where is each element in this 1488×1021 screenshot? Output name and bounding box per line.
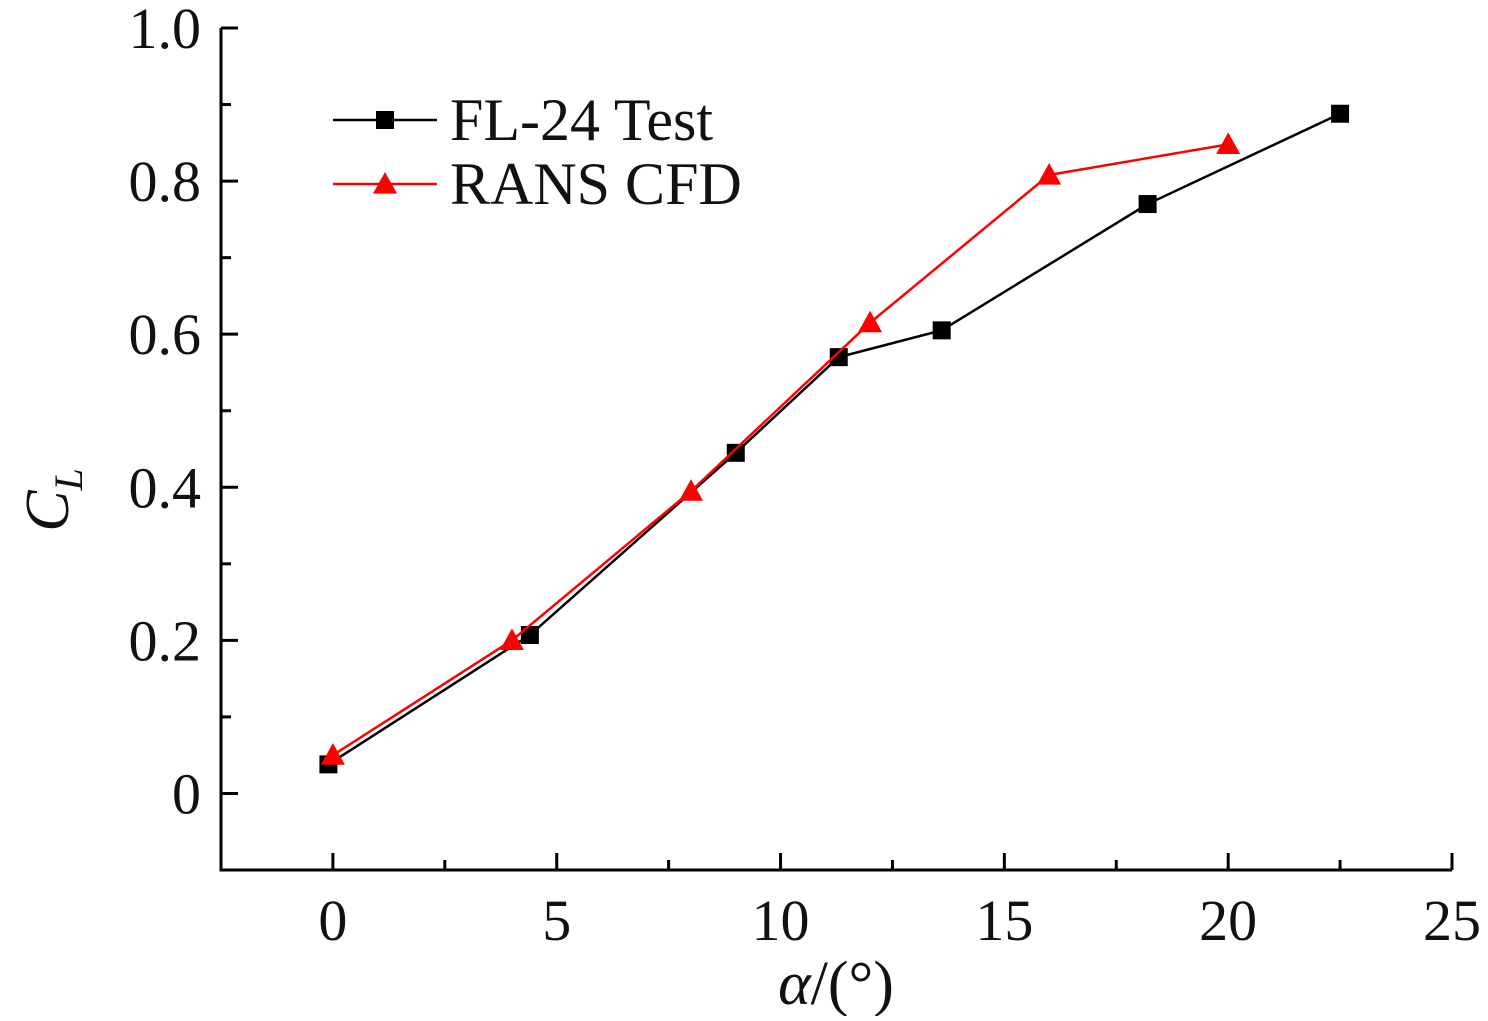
x-axis-title-symbol: α bbox=[778, 950, 812, 1016]
y-tick-label: 0.6 bbox=[129, 302, 202, 367]
data-point-rans-cfd bbox=[500, 628, 524, 650]
y-axis-title-subscript: L bbox=[46, 468, 91, 491]
x-axis-title: α/(°) bbox=[778, 950, 894, 1016]
y-tick-label: 0.8 bbox=[129, 149, 202, 214]
x-tick-label: 25 bbox=[1423, 888, 1481, 953]
y-axis-title-main: C bbox=[14, 490, 82, 532]
legend-label-rans-cfd: RANS CFD bbox=[450, 151, 742, 217]
x-tick-label: 15 bbox=[975, 888, 1033, 953]
x-tick-label: 0 bbox=[318, 888, 347, 953]
data-point-fl-24-test bbox=[1139, 195, 1157, 213]
y-tick-label: 0.4 bbox=[129, 455, 202, 520]
data-point-fl-24-test bbox=[1331, 105, 1349, 123]
data-point-fl-24-test bbox=[727, 444, 745, 462]
data-point-rans-cfd bbox=[321, 743, 345, 765]
data-point-fl-24-test bbox=[521, 626, 539, 644]
chart: 0 0.2 0.4 0.6 0.8 1.0 0 5 10 15 20 25 FL-24 Test RAN… bbox=[0, 0, 1488, 1016]
y-tick-label: 1.0 bbox=[129, 0, 202, 61]
y-axis-title: CL bbox=[14, 468, 91, 532]
data-point-fl-24-test bbox=[933, 321, 951, 339]
y-tick-label: 0 bbox=[172, 761, 201, 826]
chart-svg: 0 0.2 0.4 0.6 0.8 1.0 0 5 10 15 20 25 FL-24 TestRAN… bbox=[0, 0, 1488, 1016]
legend-marker-fl-24-test bbox=[376, 111, 394, 129]
x-axis-title-unit: /(°) bbox=[811, 950, 894, 1016]
data-point-rans-cfd bbox=[858, 311, 882, 333]
data-point-rans-cfd bbox=[1216, 132, 1240, 154]
x-tick-label: 10 bbox=[752, 888, 810, 953]
x-tick-label: 20 bbox=[1199, 888, 1257, 953]
y-tick-label: 0.2 bbox=[129, 608, 202, 673]
series-rans-cfd bbox=[321, 132, 1240, 764]
legend-item-rans-cfd: RANS CFD bbox=[333, 151, 742, 217]
legend-item-fl-24-test: FL-24 Test bbox=[333, 87, 713, 153]
legend-label-fl-24-test: FL-24 Test bbox=[450, 87, 713, 153]
x-tick-label: 5 bbox=[542, 888, 571, 953]
